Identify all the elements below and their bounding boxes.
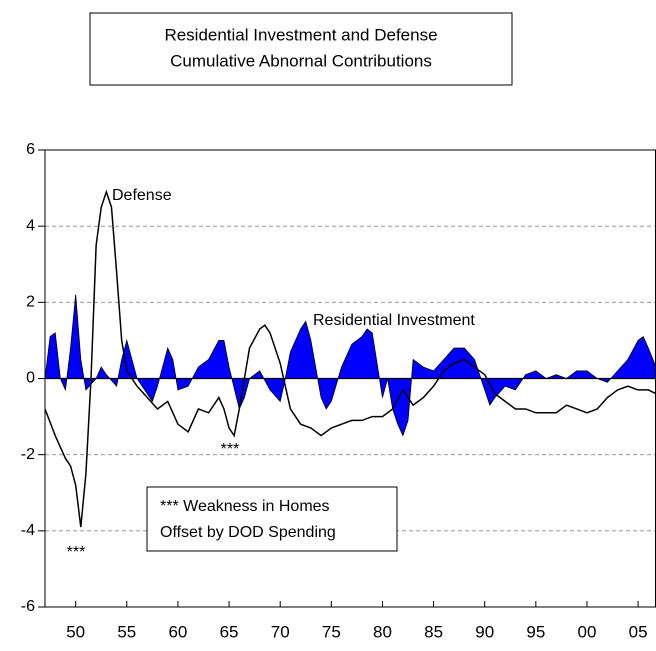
annotation: *** Weakness in Homes bbox=[160, 498, 330, 515]
y-tick-label: 0 bbox=[26, 370, 35, 387]
x-tick-label: 95 bbox=[526, 622, 545, 641]
y-tick-label: -6 bbox=[21, 598, 35, 615]
annotation: Defense bbox=[112, 187, 172, 204]
x-tick-label: 55 bbox=[117, 622, 136, 641]
x-tick-label: 05 bbox=[629, 622, 648, 641]
x-tick-label: 70 bbox=[271, 622, 290, 641]
annotation: Offset by DOD Spending bbox=[160, 524, 336, 541]
x-tick-label: 80 bbox=[373, 622, 392, 641]
residential-area bbox=[44, 294, 656, 437]
x-tick-label: 65 bbox=[220, 622, 239, 641]
chart-title: Residential Investment and Defense bbox=[164, 25, 437, 44]
x-tick-label: 60 bbox=[168, 622, 187, 641]
x-tick-label: 90 bbox=[475, 622, 494, 641]
note-box bbox=[146, 486, 398, 552]
annotation: *** bbox=[221, 441, 240, 458]
annotation: *** bbox=[67, 544, 86, 561]
title-box bbox=[89, 12, 513, 86]
x-tick-label: 00 bbox=[578, 622, 597, 641]
y-tick-label: -2 bbox=[21, 446, 35, 463]
y-tick-label: 4 bbox=[26, 217, 35, 234]
annotation: Residential Investment bbox=[313, 312, 475, 329]
y-tick-label: 6 bbox=[26, 141, 35, 158]
y-tick-label: -4 bbox=[21, 522, 35, 539]
x-tick-label: 75 bbox=[322, 622, 341, 641]
x-tick-label: 85 bbox=[424, 622, 443, 641]
defense-line bbox=[44, 189, 656, 528]
y-tick-label: 2 bbox=[26, 294, 35, 311]
chart-title: Cumulative Abnornal Contributions bbox=[170, 51, 432, 70]
x-tick-label: 50 bbox=[66, 622, 85, 641]
